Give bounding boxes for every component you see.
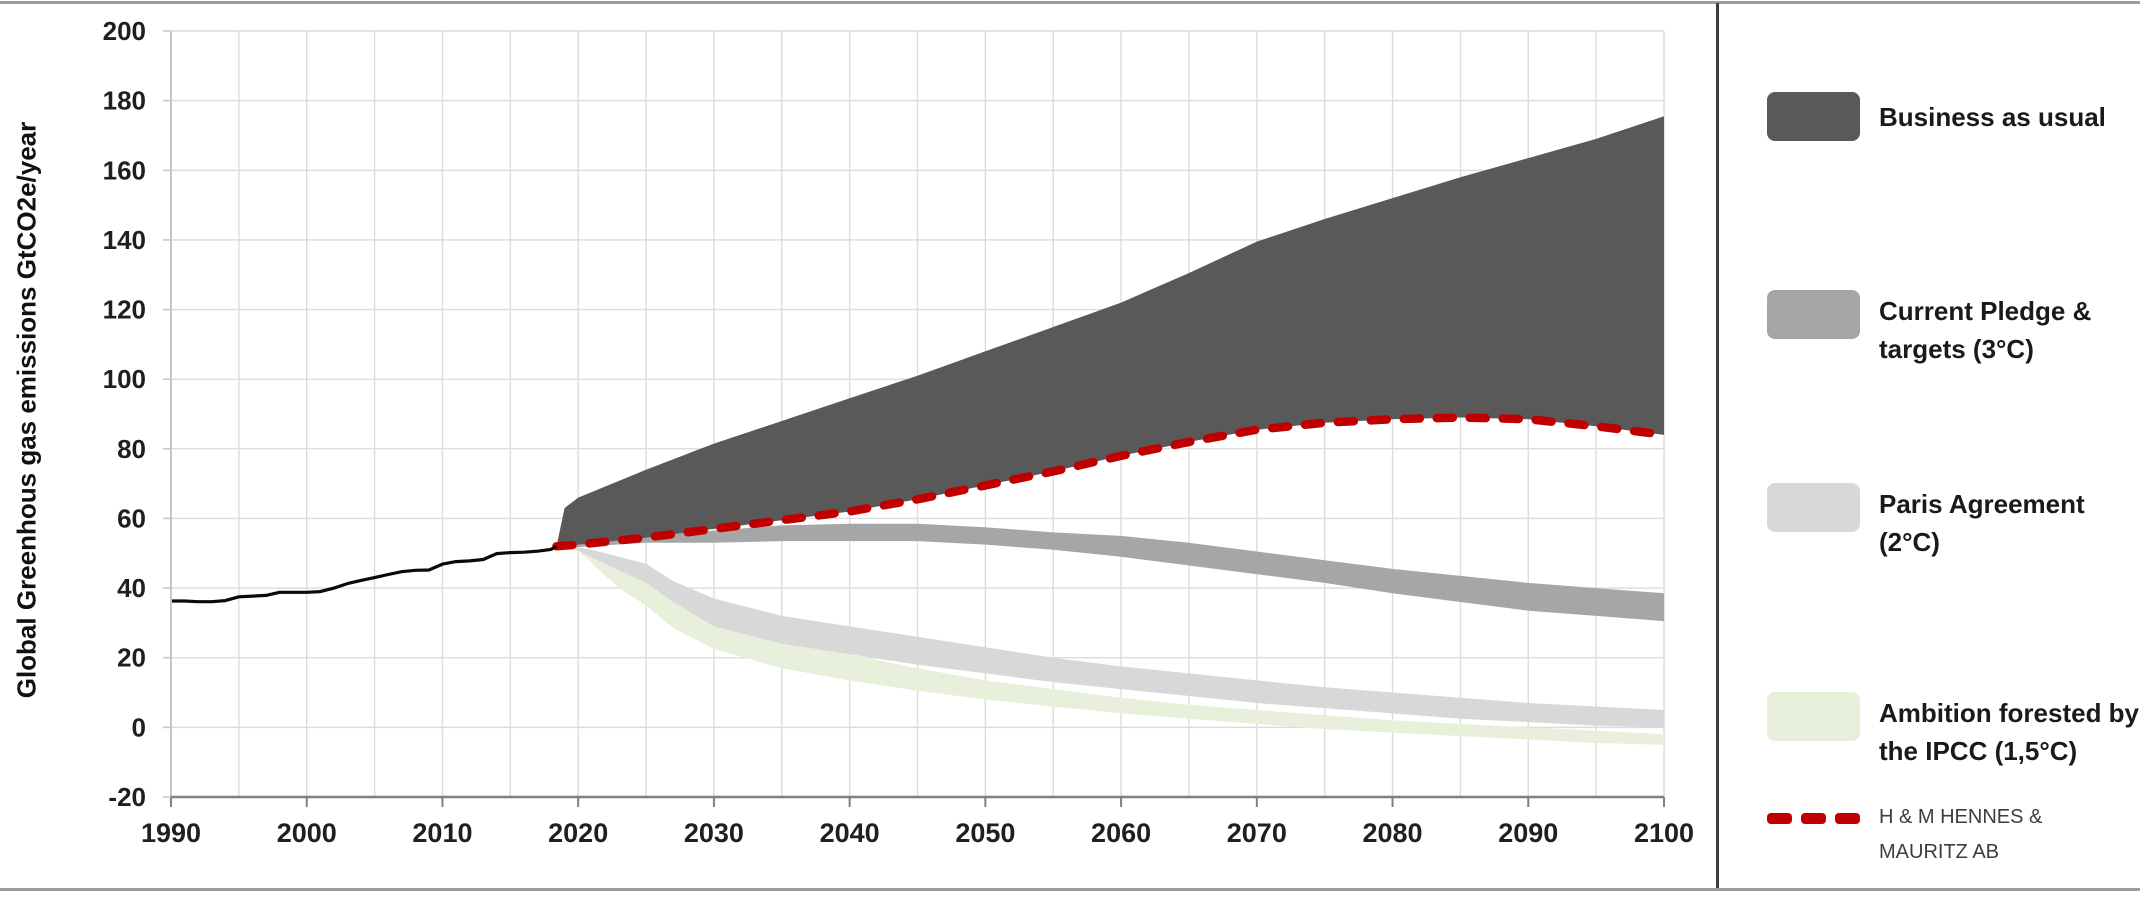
x-tick-label: 2000: [277, 818, 337, 848]
legend-swatch-ipcc-ambition: [1767, 692, 1860, 741]
figure-bottom-border: [0, 888, 2140, 891]
y-tick-label: 0: [132, 712, 146, 742]
y-tick-label: -20: [108, 782, 146, 812]
y-tick-label: 40: [117, 573, 146, 603]
legend: Business as usual Current Pledge & targe…: [1719, 0, 2140, 898]
legend-divider-line: [1716, 3, 1719, 888]
legend-item-hm-hennes-mauritz: H & M HENNES & MAURITZ AB: [1767, 800, 2042, 870]
y-tick-label: 100: [103, 364, 146, 394]
band-ipcc-ambition: [580, 549, 1664, 745]
legend-label: Current Pledge & targets (3°C): [1879, 290, 2091, 368]
series-layer: [171, 116, 1669, 745]
x-tick-label: 2020: [548, 818, 608, 848]
hm-dash-icon: [1767, 813, 1792, 824]
y-tick-label: 80: [117, 434, 146, 464]
legend-label-line: Paris Agreement: [1879, 489, 2085, 519]
legend-label-line: Ambition forested by: [1879, 698, 2140, 728]
band-current-pledges: [572, 523, 1664, 622]
legend-label-line: the IPCC (1,5°C): [1879, 736, 2078, 766]
legend-label: Ambition forested by the IPCC (1,5°C): [1879, 692, 2139, 770]
legend-label-line: Business as usual: [1879, 101, 2106, 132]
legend-item-paris-agreement: Paris Agreement (2°C): [1767, 483, 2085, 561]
y-tick-label: 60: [117, 503, 146, 533]
hm-dash-icon: [1835, 813, 1860, 824]
figure-top-border: [0, 1, 2140, 4]
x-tick-label: 2070: [1227, 818, 1287, 848]
legend-item-business-as-usual: Business as usual: [1767, 92, 2106, 141]
x-tick-label: 2080: [1363, 818, 1423, 848]
x-tick-label: 2090: [1498, 818, 1558, 848]
legend-label: H & M HENNES & MAURITZ AB: [1879, 800, 2042, 870]
y-tick-label: 180: [103, 86, 146, 116]
line-historical-emissions: [171, 544, 558, 604]
legend-label: Paris Agreement (2°C): [1879, 483, 2085, 561]
x-tick-labels: 1990 2000 2010 2020 2030 2040 2050 2060 2070 2080…: [141, 797, 1694, 848]
legend-swatch-paris-agreement: [1767, 483, 1860, 532]
legend-swatch-current-pledges: [1767, 290, 1860, 339]
x-tick-label: 2060: [1091, 818, 1151, 848]
legend-label-line: (2°C): [1879, 527, 1940, 557]
legend-label: Business as usual: [1879, 98, 2106, 136]
y-tick-label: 160: [103, 155, 146, 185]
legend-label-line: H & M HENNES &: [1879, 806, 2043, 828]
y-tick-label: 200: [103, 16, 146, 46]
x-tick-label: 1990: [141, 818, 201, 848]
y-axis-title: Global Greenhous gas emissions GtCO2e/ye…: [11, 121, 42, 699]
legend-dash-swatch-hm: [1767, 813, 1860, 870]
line-hm-hennes-mauritz: [552, 413, 1669, 551]
horizontal-gridlines: [171, 30, 1664, 729]
band-paris-agreement: [575, 546, 1664, 728]
y-tick-label: 120: [103, 295, 146, 325]
y-tick-label: 20: [117, 643, 146, 673]
y-tick-label: 140: [103, 225, 146, 255]
x-tick-label: 2010: [412, 818, 472, 848]
x-tick-label: 2100: [1634, 818, 1694, 848]
legend-label-line: MAURITZ AB: [1879, 841, 2000, 863]
legend-item-current-pledges: Current Pledge & targets (3°C): [1767, 290, 2091, 368]
legend-label-line: Current Pledge &: [1879, 296, 2092, 326]
x-tick-label: 2050: [955, 818, 1015, 848]
x-tick-label: 2030: [684, 818, 744, 848]
band-business-as-usual: [556, 116, 1664, 547]
hm-dash-icon: [1801, 813, 1826, 824]
x-tick-label: 2040: [820, 818, 880, 848]
legend-swatch-business-as-usual: [1767, 92, 1860, 141]
legend-label-line: targets (3°C): [1879, 334, 2034, 364]
legend-item-ipcc-ambition: Ambition forested by the IPCC (1,5°C): [1767, 692, 2139, 770]
